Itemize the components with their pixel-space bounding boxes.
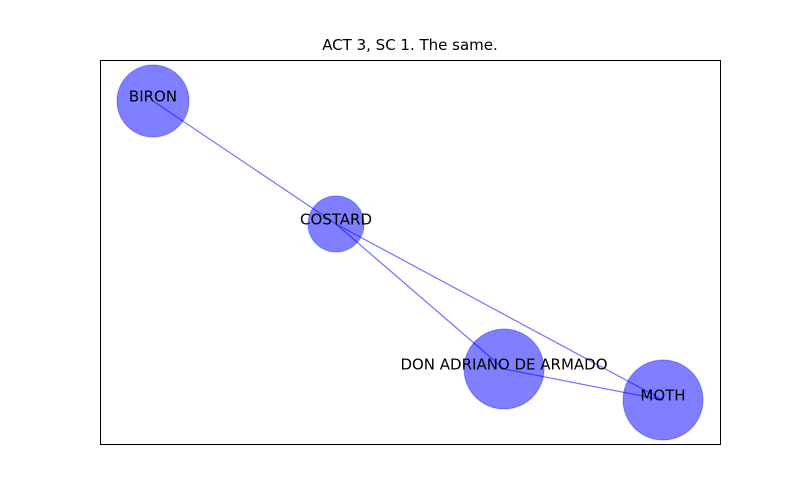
node-label-biron: BIRON (129, 88, 177, 106)
plot-frame (100, 60, 721, 445)
node-moth (622, 359, 704, 441)
node-armado (463, 328, 545, 410)
node-label-moth: MOTH (640, 387, 685, 405)
chart-title: ACT 3, SC 1. The same. (322, 36, 498, 54)
edge-costard-moth (335, 223, 664, 401)
node-label-armado: DON ADRIANO DE ARMADO (400, 356, 607, 374)
labels-layer: BIRON COSTARD DON ADRIANO DE ARMADO MOTH (129, 88, 686, 405)
node-costard (307, 195, 365, 253)
edge-biron-costard (152, 100, 337, 225)
node-biron (116, 64, 190, 138)
nodes-layer (116, 64, 704, 441)
node-label-costard: COSTARD (300, 211, 372, 229)
